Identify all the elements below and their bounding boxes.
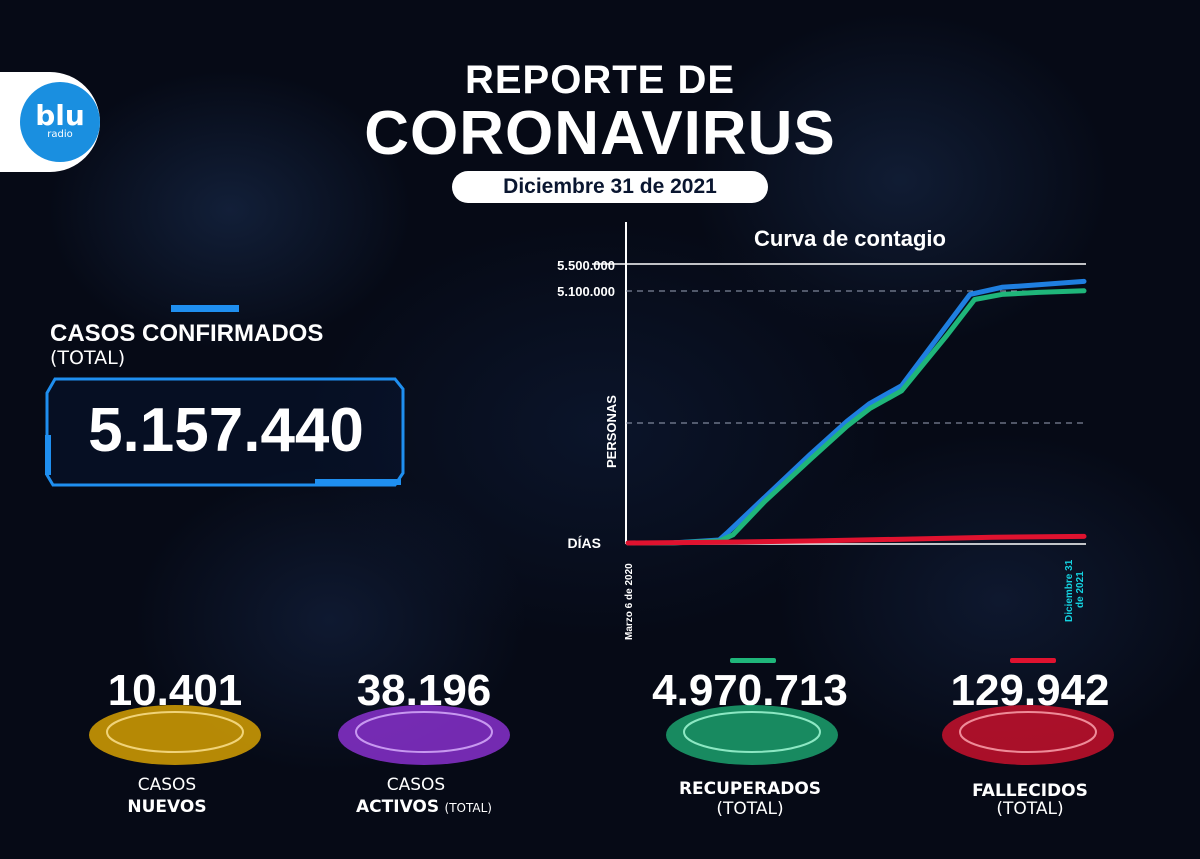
- title-line-1: REPORTE DE: [464, 58, 736, 102]
- y-axis-label: PERSONAS: [604, 395, 619, 468]
- active-cases-label-1: CASOS: [386, 775, 446, 795]
- deaths-label-1: FALLECIDOS: [910, 781, 1150, 801]
- x-end-label: Diciembre 31 de 2021: [1064, 557, 1086, 622]
- confirmed-label: CASOS CONFIRMADOS: [50, 320, 324, 347]
- confirmed-sublabel: (TOTAL): [50, 347, 126, 369]
- recovered-ring: [666, 705, 838, 765]
- x-start-label: Marzo 6 de 2020: [624, 563, 635, 640]
- series-line-confirmados: [625, 278, 1087, 546]
- x-axis-label: DÍAS: [568, 535, 601, 551]
- deaths-ring: [942, 705, 1114, 765]
- recovered-accent-bar: [730, 658, 776, 663]
- active-cases-label-2-text: ACTIVOS: [356, 797, 440, 817]
- brand-logo[interactable]: blu radio: [20, 82, 100, 162]
- active-cases-label-2: ACTIVOS (TOTAL): [304, 797, 544, 817]
- active-cases-label-suffix: (TOTAL): [444, 801, 492, 815]
- new-cases-ring: [89, 705, 261, 765]
- new-cases-label-2: NUEVOS: [47, 797, 287, 817]
- deaths-label-1-text: FALLECIDOS: [972, 781, 1088, 801]
- logo-subtext: radio: [47, 129, 73, 140]
- deaths-accent-bar: [1010, 658, 1056, 663]
- deaths-label-2: (TOTAL): [996, 799, 1064, 819]
- y-tick-5100000: 5.100.000: [557, 284, 615, 299]
- x-end-label-line1: Diciembre 31: [1064, 559, 1075, 622]
- confirmed-value: 5.157.440: [88, 396, 364, 465]
- confirmed-frame: [45, 377, 405, 487]
- recovered-label-2: (TOTAL): [716, 799, 784, 819]
- y-tick-5500000: 5.500.000: [557, 258, 615, 273]
- active-cases-ring: [338, 705, 510, 765]
- title-line-2: CORONAVIRUS: [364, 99, 836, 168]
- series-layer: [625, 278, 1087, 546]
- new-cases-label-2-text: NUEVOS: [127, 797, 207, 817]
- x-end-label-line2: de 2021: [1075, 571, 1086, 608]
- series-line-fallecidos: [625, 533, 1087, 546]
- recovered-label-1-text: RECUPERADOS: [678, 779, 822, 799]
- logo-text: blu: [35, 99, 85, 132]
- new-cases-label-1: CASOS: [137, 775, 197, 795]
- recovered-label-1: RECUPERADOS: [630, 779, 870, 799]
- confirmed-accent-bar: [171, 305, 239, 312]
- series-line-recuperados: [625, 288, 1087, 546]
- report-date: Diciembre 31 de 2021: [452, 171, 768, 203]
- chart-title: Curva de contagio: [754, 226, 946, 251]
